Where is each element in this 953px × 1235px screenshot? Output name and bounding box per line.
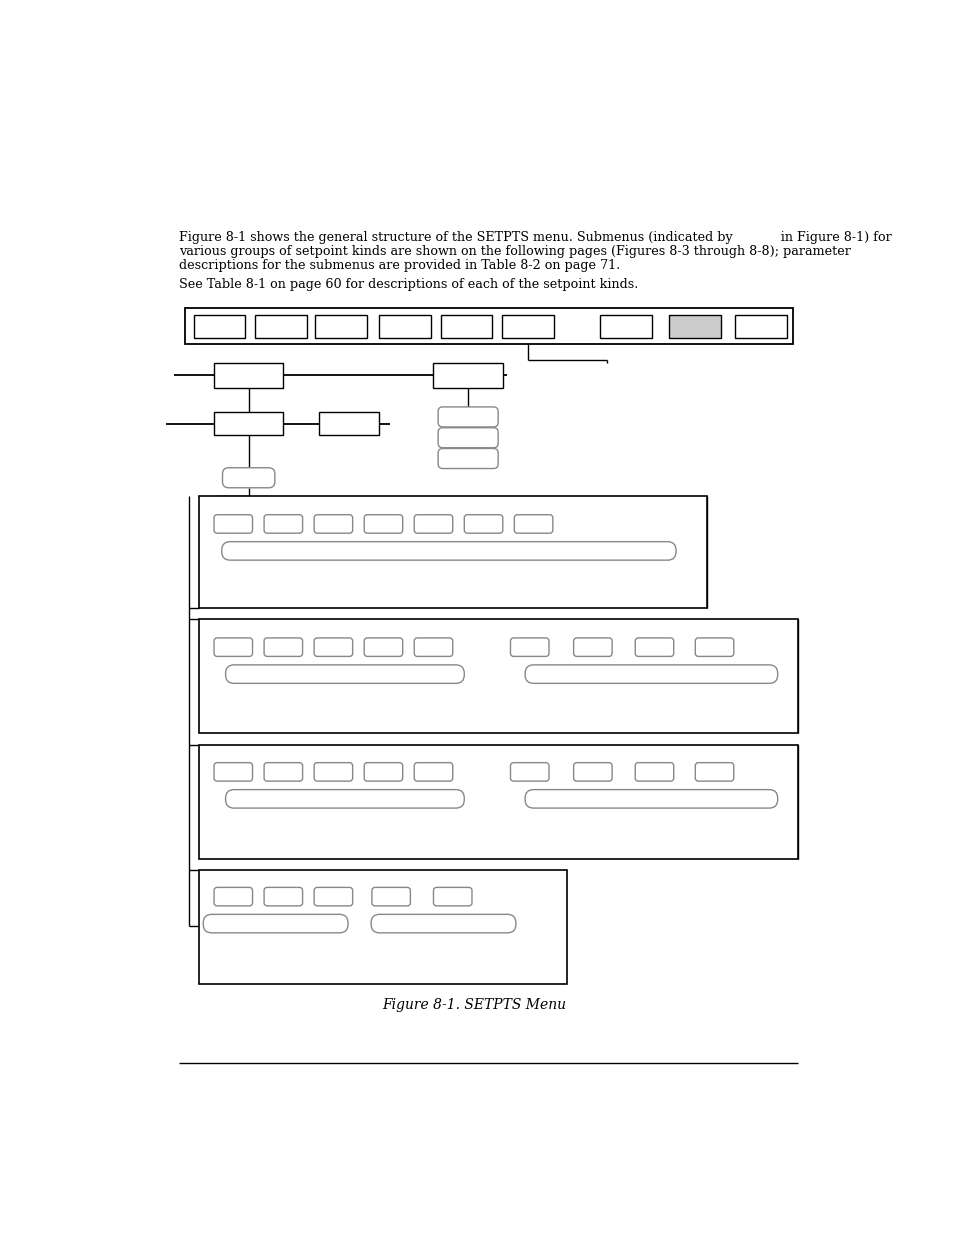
FancyBboxPatch shape xyxy=(203,914,348,932)
FancyBboxPatch shape xyxy=(437,427,497,448)
FancyBboxPatch shape xyxy=(364,763,402,782)
FancyBboxPatch shape xyxy=(371,914,516,932)
FancyBboxPatch shape xyxy=(372,888,410,906)
Text: See Table 8-1 on page 60 for descriptions of each of the setpoint kinds.: See Table 8-1 on page 60 for description… xyxy=(179,278,639,290)
Bar xyxy=(198,745,797,858)
FancyBboxPatch shape xyxy=(314,515,353,534)
FancyBboxPatch shape xyxy=(222,468,274,488)
Bar xyxy=(193,315,245,337)
FancyBboxPatch shape xyxy=(573,638,612,656)
FancyBboxPatch shape xyxy=(225,664,464,683)
Bar xyxy=(198,869,566,983)
FancyBboxPatch shape xyxy=(213,763,253,782)
FancyBboxPatch shape xyxy=(524,664,777,683)
Bar xyxy=(599,315,651,337)
Bar xyxy=(378,315,431,337)
Bar xyxy=(314,315,367,337)
FancyBboxPatch shape xyxy=(414,763,453,782)
Bar xyxy=(734,315,785,337)
FancyBboxPatch shape xyxy=(573,763,612,782)
Text: Figure 8-1. SETPTS Menu: Figure 8-1. SETPTS Menu xyxy=(381,998,565,1011)
Text: Figure 8-1 shows the general structure of the SETPTS menu. Submenus (indicated b: Figure 8-1 shows the general structure o… xyxy=(179,231,891,245)
FancyBboxPatch shape xyxy=(225,789,464,808)
FancyBboxPatch shape xyxy=(264,515,302,534)
FancyBboxPatch shape xyxy=(213,638,253,656)
Bar xyxy=(669,315,720,337)
FancyBboxPatch shape xyxy=(437,448,497,468)
FancyBboxPatch shape xyxy=(213,888,253,906)
FancyBboxPatch shape xyxy=(464,515,502,534)
FancyBboxPatch shape xyxy=(695,638,733,656)
Bar xyxy=(198,496,706,608)
Bar xyxy=(502,315,554,337)
FancyBboxPatch shape xyxy=(635,638,673,656)
FancyBboxPatch shape xyxy=(264,763,302,782)
FancyBboxPatch shape xyxy=(364,638,402,656)
FancyBboxPatch shape xyxy=(264,888,302,906)
Bar xyxy=(433,363,502,388)
Bar xyxy=(198,620,797,734)
Bar xyxy=(255,315,307,337)
FancyBboxPatch shape xyxy=(437,406,497,427)
FancyBboxPatch shape xyxy=(414,515,453,534)
FancyBboxPatch shape xyxy=(510,638,548,656)
FancyBboxPatch shape xyxy=(213,515,253,534)
FancyBboxPatch shape xyxy=(695,763,733,782)
Bar xyxy=(213,412,283,436)
FancyBboxPatch shape xyxy=(510,763,548,782)
FancyBboxPatch shape xyxy=(364,515,402,534)
FancyBboxPatch shape xyxy=(264,638,302,656)
FancyBboxPatch shape xyxy=(514,515,552,534)
Bar xyxy=(440,315,492,337)
Bar xyxy=(185,309,792,343)
Text: various groups of setpoint kinds are shown on the following pages (Figures 8-3 t: various groups of setpoint kinds are sho… xyxy=(179,246,850,258)
FancyBboxPatch shape xyxy=(314,888,353,906)
FancyBboxPatch shape xyxy=(314,763,353,782)
Text: descriptions for the submenus are provided in Table 8-2 on page 71.: descriptions for the submenus are provid… xyxy=(179,259,620,272)
FancyBboxPatch shape xyxy=(221,542,676,561)
FancyBboxPatch shape xyxy=(433,888,472,906)
FancyBboxPatch shape xyxy=(414,638,453,656)
FancyBboxPatch shape xyxy=(635,763,673,782)
FancyBboxPatch shape xyxy=(314,638,353,656)
Bar xyxy=(213,363,283,388)
FancyBboxPatch shape xyxy=(524,789,777,808)
Bar xyxy=(318,412,378,436)
